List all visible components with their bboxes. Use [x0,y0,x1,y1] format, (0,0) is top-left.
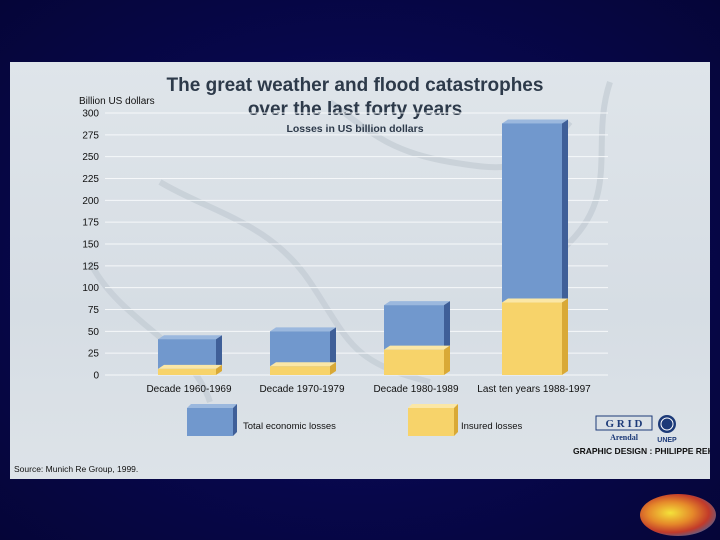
y-tick-label: 275 [82,130,99,141]
chart-subtitle: Losses in US billion dollars [286,123,423,135]
y-axis-label: Billion US dollars [79,96,155,107]
chart-panel: The great weather and flood catastrophes… [10,62,710,479]
y-tick-label: 200 [82,196,99,207]
bar-insured-losses [158,364,222,375]
bar-insured-losses [502,298,568,375]
graphic-design-credit: GRAPHIC DESIGN : PHILIPPE REKACEWICZ [573,446,710,456]
category-label: Decade 1970-1979 [259,384,345,395]
bar-total-economic-losses [158,335,222,369]
y-tick-label: 250 [82,152,99,163]
y-tick-label: 0 [93,371,99,382]
chart-title-line2: over the last forty years [248,99,462,120]
bar-total-economic-losses [502,119,568,303]
legend-label-insured: Insured losses [461,421,523,432]
y-tick-label: 100 [82,283,99,294]
unep-logo: UNEP [657,415,677,444]
category-label: Decade 1960-1969 [146,384,232,395]
bar-insured-losses [270,362,336,375]
conference-globe-logo [640,494,716,536]
y-tick-label: 50 [88,327,100,338]
logo-grid-text: G R I D [606,418,643,430]
bar-insured-losses [384,345,450,375]
bars [158,119,568,375]
y-tick-label: 225 [82,174,99,185]
logo-arendal-text: Arendal [610,433,639,442]
y-tick-label: 75 [88,305,100,316]
chart-canvas: The great weather and flood catastrophes… [14,75,710,474]
legend-label-total: Total economic losses [243,421,336,432]
category-label: Decade 1980-1989 [373,384,459,395]
y-tick-label: 175 [82,218,99,229]
y-tick-label: 125 [82,261,99,272]
logo-unep-text: UNEP [657,437,677,444]
source-credit: Source: Munich Re Group, 1999. [14,464,138,474]
grid-arendal-logo: G R I D Arendal [595,415,653,442]
category-labels: Decade 1960-1969 Decade 1970-1979 Decade 1… [146,384,591,395]
category-label: Last ten years 1988-1997 [477,384,591,395]
bar-total-economic-losses [384,301,450,350]
y-tick-label: 25 [88,349,100,360]
y-tick-label: 300 [82,109,99,120]
legend-swatch-total [187,404,237,436]
legend-swatch-insured [408,404,458,436]
chart-title-line1: The great weather and flood catastrophes [167,75,544,96]
y-tick-labels: 0 25 50 75 100 125 150 175 200 225 250 275 300 [82,109,99,382]
legend: Total economic losses Insured losses [187,404,523,436]
y-tick-label: 150 [82,240,99,251]
bar-total-economic-losses [270,327,336,367]
